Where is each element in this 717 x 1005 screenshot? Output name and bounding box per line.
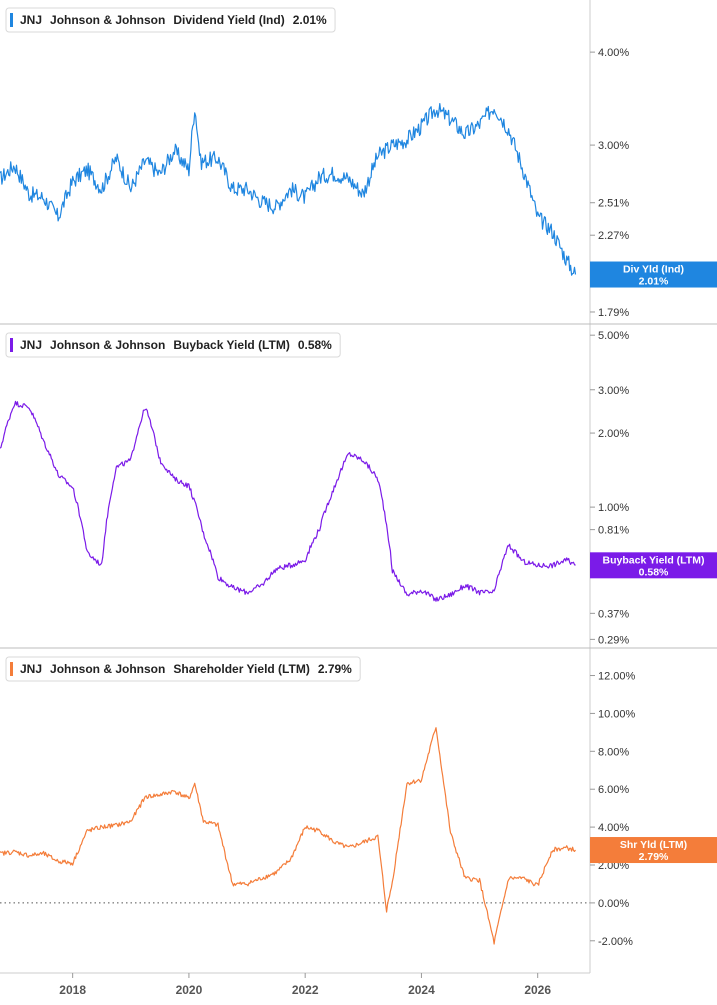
value-tag-bg [590, 837, 717, 864]
y-tick-label: 10.00% [598, 708, 636, 720]
y-tick-label: 2.51% [598, 198, 629, 210]
value-tag-bg [590, 552, 717, 579]
value-tag-bg [590, 261, 717, 288]
y-tick-label: 2.27% [598, 230, 629, 242]
value-tag-value: 2.01% [639, 276, 669, 288]
y-tick-label: -2.00% [598, 936, 633, 948]
value-tag-value: 0.58% [639, 566, 669, 578]
shareholder-yield-value-tag: Shr Yld (LTM)2.79% [590, 837, 717, 864]
y-tick-label: 0.29% [598, 634, 629, 646]
buyback-yield-value-tag: Buyback Yield (LTM)0.58% [590, 552, 717, 579]
y-tick-label: 0.00% [598, 898, 629, 910]
value-tag-value: 2.79% [639, 851, 669, 863]
shareholder-yield-series-line [0, 727, 576, 945]
legend-box [5, 7, 336, 33]
dividend-yield-series-line [0, 103, 577, 276]
y-tick-label: 5.00% [598, 330, 629, 342]
x-tick-label: 2018 [59, 983, 86, 997]
legend-swatch [10, 338, 13, 352]
shareholder-yield-panel: 12.00%10.00%8.00%6.00%4.00%2.00%0.00%-2.… [0, 656, 717, 948]
x-tick-label: 2026 [524, 983, 551, 997]
y-tick-label: 2.00% [598, 428, 629, 440]
legend-swatch [10, 13, 13, 27]
y-tick-label: 4.00% [598, 822, 629, 834]
y-tick-label: 0.37% [598, 608, 629, 620]
legend-label: JNJ Johnson & Johnson Buyback Yield (LTM) 0… [20, 338, 332, 352]
y-tick-label: 1.00% [598, 502, 629, 514]
buyback-yield-legend: JNJ Johnson & Johnson Buyback Yield (LTM) 0… [5, 332, 341, 358]
y-tick-label: 0.81% [598, 525, 629, 537]
y-tick-label: 6.00% [598, 784, 629, 796]
y-tick-label: 4.00% [598, 47, 629, 59]
legend-box [5, 332, 341, 358]
y-tick-label: 3.00% [598, 140, 629, 152]
x-tick-label: 2022 [292, 983, 319, 997]
value-tag-label: Shr Yld (LTM) [620, 839, 687, 851]
dividend-yield-value-tag: Div Yld (Ind)2.01% [590, 261, 717, 288]
dividend-yield-legend: JNJ Johnson & Johnson Dividend Yield (Ind)… [5, 7, 336, 33]
value-tag-label: Div Yld (Ind) [623, 264, 684, 276]
y-tick-label: 8.00% [598, 746, 629, 758]
legend-swatch [10, 662, 13, 676]
buyback-yield-series-line [0, 400, 576, 602]
value-tag-label: Buyback Yield (LTM) [603, 554, 705, 566]
legend-label: JNJ Johnson & Johnson Shareholder Yield (L… [20, 662, 352, 676]
x-tick-label: 2020 [176, 983, 203, 997]
y-tick-label: 3.00% [598, 385, 629, 397]
shareholder-yield-legend: JNJ Johnson & Johnson Shareholder Yield (L… [5, 656, 361, 682]
y-tick-label: 1.79% [598, 307, 629, 319]
dividend-yield-panel: 4.00% 3.00% 2.51% 2.27% 1.79% JNJ Johnson & Jo… [0, 7, 717, 319]
buyback-yield-panel: 5.00% 3.00% 2.00% 1.00% 0.81% 0.37% 0.29% JNJ Jo… [0, 330, 717, 646]
x-tick-label: 2024 [408, 983, 435, 997]
legend-label: JNJ Johnson & Johnson Dividend Yield (Ind)… [20, 13, 327, 27]
legend-box [5, 656, 361, 682]
y-tick-label: 12.00% [598, 671, 636, 683]
